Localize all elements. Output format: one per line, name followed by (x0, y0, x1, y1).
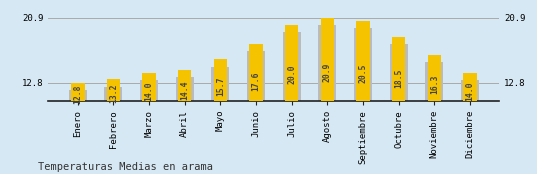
Bar (105, 87, 122, 101)
Text: 13.2: 13.2 (109, 84, 118, 103)
Bar (69, 90, 86, 101)
Text: Temperaturas Medias en arama: Temperaturas Medias en arama (38, 162, 213, 172)
Bar (390, 44, 408, 101)
Bar (354, 28, 372, 101)
Bar (142, 73, 156, 101)
Bar (463, 73, 477, 101)
Text: 17.6: 17.6 (251, 71, 260, 91)
Bar (427, 55, 441, 101)
Bar (107, 79, 120, 101)
Text: 14.0: 14.0 (466, 81, 475, 101)
Bar (178, 70, 192, 101)
Text: 14.0: 14.0 (144, 81, 154, 101)
Bar (321, 18, 334, 101)
Bar (283, 32, 301, 101)
Bar (140, 80, 158, 101)
Text: 12.8: 12.8 (73, 85, 82, 104)
Bar (425, 62, 443, 101)
Bar (285, 25, 299, 101)
Bar (392, 37, 405, 101)
Bar (214, 60, 227, 101)
Bar (461, 80, 479, 101)
Bar (176, 77, 194, 101)
Text: 18.5: 18.5 (394, 69, 403, 88)
Text: 16.3: 16.3 (430, 75, 439, 94)
Bar (356, 21, 370, 101)
Bar (71, 83, 84, 101)
Text: 20.9: 20.9 (323, 62, 332, 82)
Bar (318, 25, 336, 101)
Text: 15.7: 15.7 (216, 77, 225, 96)
Text: 14.4: 14.4 (180, 80, 189, 100)
Bar (212, 67, 229, 101)
Bar (249, 44, 263, 101)
Text: 20.0: 20.0 (287, 65, 296, 84)
Text: 20.5: 20.5 (359, 63, 367, 83)
Bar (247, 52, 265, 101)
